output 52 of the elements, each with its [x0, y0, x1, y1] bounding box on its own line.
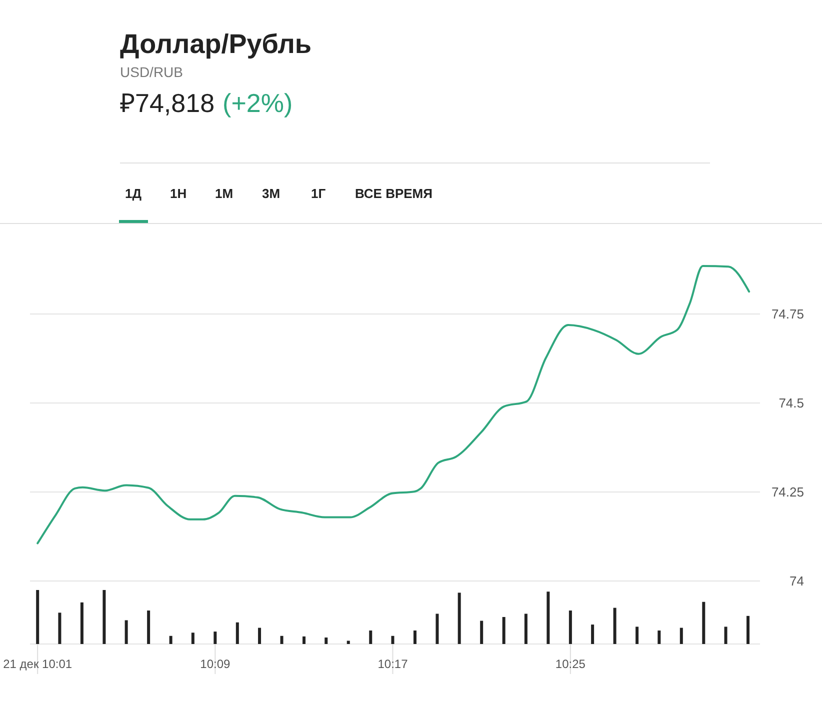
- bar: [391, 636, 394, 644]
- bar: [346, 640, 350, 644]
- bar: [613, 608, 616, 644]
- bar: [302, 636, 306, 644]
- y-tick-label: 74.75: [771, 306, 804, 322]
- x-tick-label: 10:17: [378, 657, 408, 671]
- bar: [746, 616, 750, 644]
- y-tick-label: 74.5: [778, 396, 804, 411]
- bar: [36, 590, 40, 644]
- bar: [458, 592, 461, 644]
- bar: [413, 630, 416, 644]
- bar: [658, 630, 661, 644]
- bar: [214, 632, 217, 644]
- x-tick-label: 21 дек 10:01: [3, 657, 72, 671]
- bar: [80, 602, 84, 644]
- text: 1Д: [125, 186, 142, 201]
- bar: [480, 620, 484, 644]
- bar: [546, 592, 550, 644]
- bar: [702, 602, 706, 644]
- bar: [280, 636, 284, 644]
- text: 1Н: [170, 186, 187, 201]
- text: 1М: [215, 186, 234, 201]
- bar: [169, 636, 172, 644]
- bar: [147, 610, 150, 644]
- bar: [724, 626, 728, 644]
- bar: [636, 626, 639, 644]
- text: ₽74,818: [120, 88, 215, 118]
- bar: [568, 610, 572, 644]
- bar: [680, 628, 683, 644]
- bar: [591, 624, 594, 644]
- bar: [369, 630, 372, 644]
- bar: [191, 632, 194, 644]
- bar: [58, 612, 62, 644]
- bar: [258, 628, 262, 644]
- y-tick-label: 74.25: [771, 484, 804, 500]
- x-tick-label: 10:25: [555, 657, 586, 671]
- line-series: [36, 264, 750, 544]
- x-tick-label: 10:09: [200, 657, 231, 671]
- text: 1Г: [311, 186, 326, 201]
- text: 3М: [262, 186, 280, 201]
- chart-title: Доллар/Рубль: [120, 29, 312, 59]
- text: (+2%): [222, 88, 293, 118]
- bar: [502, 617, 506, 644]
- y-tick-label: 74: [790, 574, 804, 589]
- bar: [124, 620, 128, 644]
- text: ВСЕ ВРЕМЯ: [355, 186, 432, 201]
- chart-subtitle: USD/RUB: [120, 64, 184, 80]
- bar: [524, 614, 528, 644]
- bar: [102, 590, 106, 644]
- bar: [436, 614, 439, 644]
- bar: [236, 622, 239, 644]
- bar: [324, 638, 328, 644]
